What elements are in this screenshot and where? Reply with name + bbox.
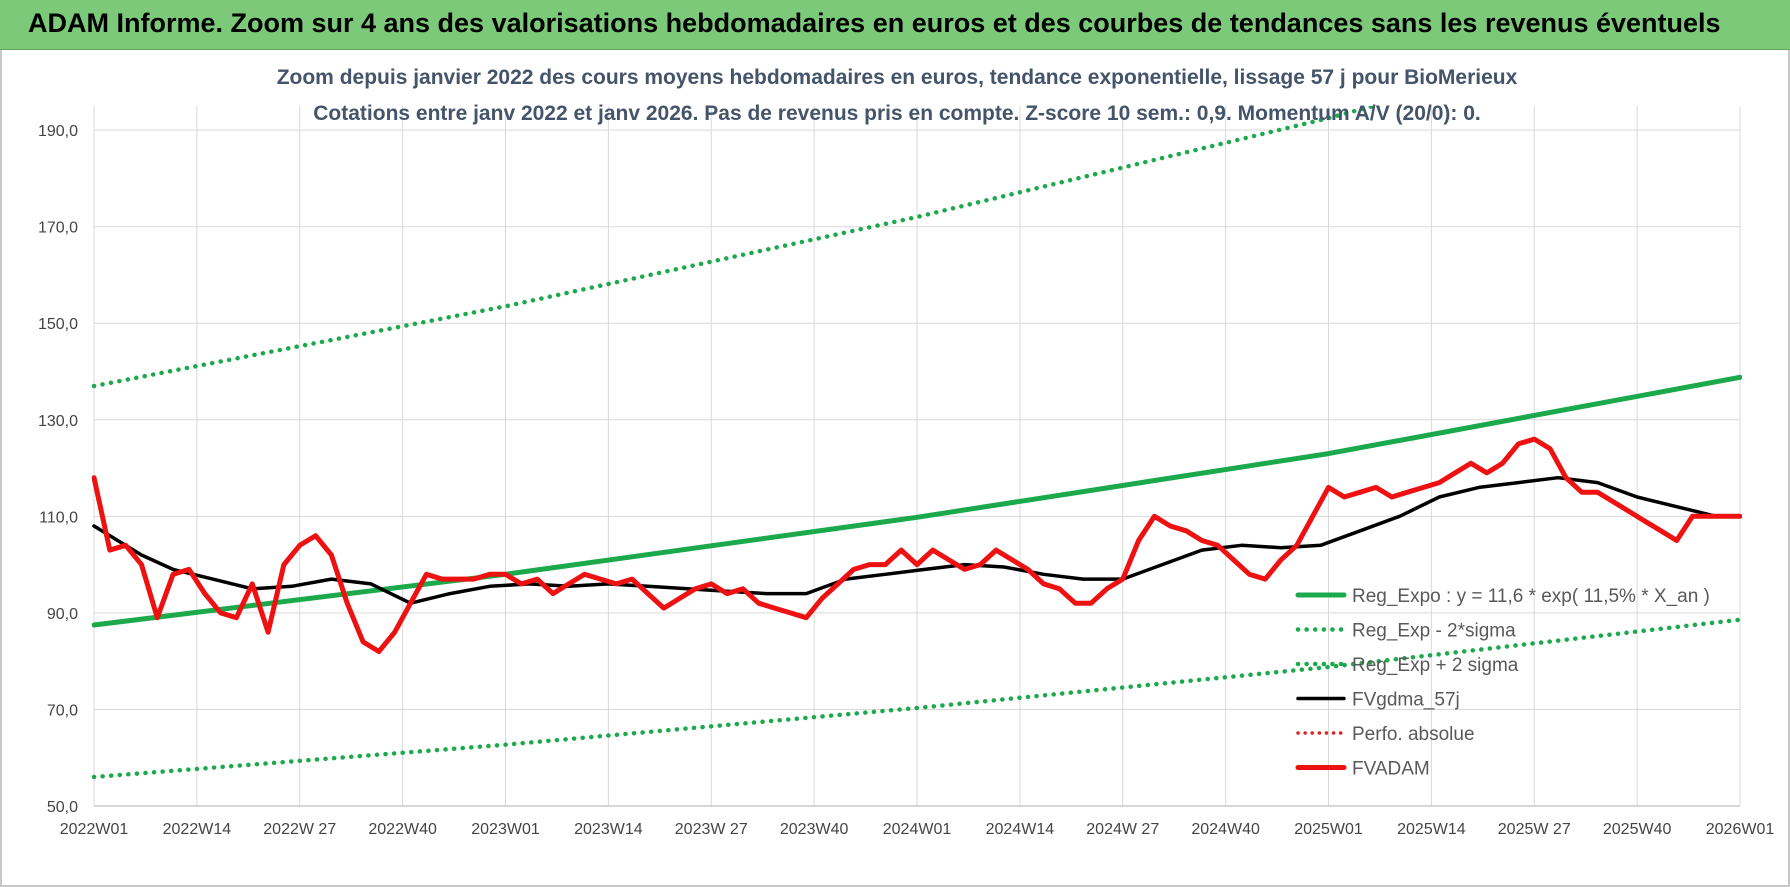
series-group [92, 106, 1742, 780]
x-tick-label: 2023W14 [574, 821, 643, 838]
y-tick-label: 190,0 [38, 123, 78, 140]
x-tick-label: 2023W 27 [675, 821, 748, 838]
x-tick-label: 2024W01 [883, 821, 952, 838]
x-tick-label: 2024W14 [986, 821, 1055, 838]
axes: 50,0 70,0 90,0 110,0 130,0 150,0 170,0 190,0 202… [38, 123, 1774, 838]
x-tick-label: 2025W01 [1294, 821, 1363, 838]
chart-titles: Zoom depuis janvier 2022 des cours moyen… [277, 66, 1518, 125]
chart-subtitle-line-2: Cotations entre janv 2022 et janv 2026. … [313, 102, 1481, 125]
legend-label: Reg_Expo : y = 11,6 * exp( 11,5% * X_an … [1352, 586, 1710, 607]
x-tick-label: 2022W 27 [263, 821, 336, 838]
x-tick-label: 2022W01 [60, 821, 129, 838]
x-tick-label: 2022W40 [368, 821, 437, 838]
y-tick-label: 110,0 [39, 509, 78, 526]
x-tick-label: 2025W40 [1603, 821, 1672, 838]
x-tick-label: 2022W14 [163, 821, 232, 838]
x-tick-label: 2025W14 [1397, 821, 1466, 838]
series-line-1 [92, 617, 1742, 780]
legend-label: Perfo. absolue [1352, 724, 1475, 745]
y-tick-label: 130,0 [38, 413, 78, 430]
legend-label: Reg_Exp + 2 sigma [1352, 655, 1519, 676]
line-chart: 50,0 70,0 90,0 110,0 130,0 150,0 170,0 190,0 202… [38, 66, 1774, 838]
y-tick-label: 150,0 [38, 316, 78, 333]
legend-label: Reg_Exp - 2*sigma [1352, 621, 1516, 642]
x-tick-label: 2026W01 [1706, 821, 1775, 838]
y-tick-label: 170,0 [38, 220, 78, 237]
report-title: ADAM Informe. Zoom sur 4 ans des valoris… [28, 8, 1721, 38]
y-tick-label: 70,0 [47, 702, 78, 719]
chart-area: 50,0 70,0 90,0 110,0 130,0 150,0 170,0 190,0 202… [0, 50, 1790, 887]
chart-subtitle-line-1: Zoom depuis janvier 2022 des cours moyen… [277, 66, 1518, 89]
x-tick-label: 2024W40 [1191, 821, 1260, 838]
grid [93, 106, 1741, 807]
x-tick-label: 2023W01 [471, 821, 540, 838]
y-tick-label: 50,0 [47, 799, 78, 816]
y-tick-label: 90,0 [47, 606, 78, 623]
x-tick-label: 2023W40 [780, 821, 849, 838]
legend: Reg_Expo : y = 11,6 * exp( 11,5% * X_an … [1295, 586, 1710, 780]
x-tick-label: 2025W 27 [1498, 821, 1571, 838]
series-line-5 [92, 436, 1742, 654]
series-line-0 [92, 374, 1742, 628]
legend-label: FVADAM [1352, 759, 1430, 780]
header-banner: ADAM Informe. Zoom sur 4 ans des valoris… [0, 0, 1790, 50]
legend-label: FVgdma_57j [1352, 690, 1460, 711]
x-tick-label: 2024W 27 [1086, 821, 1159, 838]
